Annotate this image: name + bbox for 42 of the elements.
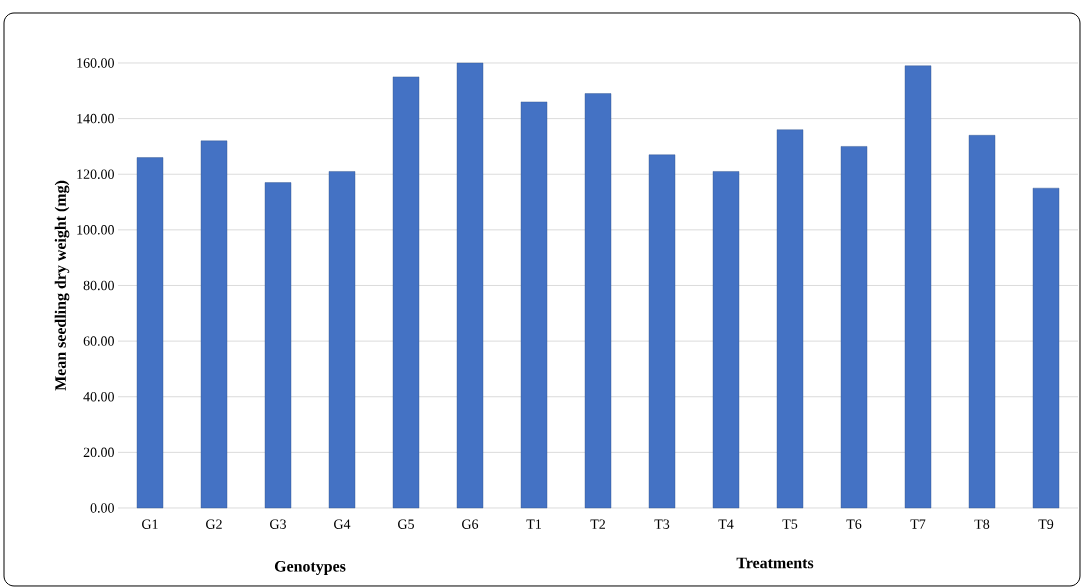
bar xyxy=(840,146,868,509)
y-tick-label: 60.00 xyxy=(83,336,114,346)
x-tick-label: T5 xyxy=(782,519,798,529)
x-tick-label: T8 xyxy=(974,519,990,529)
bar xyxy=(456,62,484,509)
y-tick-label: 80.00 xyxy=(83,280,114,291)
x-tick-label: T6 xyxy=(846,519,862,529)
bar xyxy=(648,154,676,509)
bar xyxy=(968,135,996,509)
x-tick-label: T4 xyxy=(718,519,734,529)
bar xyxy=(200,140,228,509)
y-tick-label: 120.00 xyxy=(77,169,114,179)
bar xyxy=(712,171,740,509)
x-tick-label: T1 xyxy=(526,519,541,529)
bar xyxy=(136,157,164,509)
y-tick-label: 20.00 xyxy=(83,447,114,458)
x-tick-label: G5 xyxy=(398,519,414,529)
y-tick-label: 0.00 xyxy=(90,503,114,513)
x-tick-label: T7 xyxy=(910,519,926,529)
bar xyxy=(264,182,292,509)
bar xyxy=(584,93,612,509)
x-tick-label: G4 xyxy=(334,519,351,529)
bar xyxy=(328,171,356,509)
text: Genotypes xyxy=(274,560,346,575)
bar xyxy=(904,65,932,509)
y-tick-label: 140.00 xyxy=(77,113,114,124)
x-tick-label: T2 xyxy=(590,519,605,529)
x-tick-label: G6 xyxy=(462,519,479,529)
x-tick-label: G3 xyxy=(270,519,286,529)
bar xyxy=(776,129,804,509)
text: Treatments xyxy=(736,557,814,569)
bar xyxy=(392,76,420,509)
bar xyxy=(1032,187,1060,509)
x-tick-label: G2 xyxy=(206,519,222,529)
y-tick-label: 160.00 xyxy=(77,58,114,68)
y-axis-title: Mean seedling dry weight (mg) xyxy=(54,180,70,391)
y-tick-label: 100.00 xyxy=(77,225,114,235)
x-tick-label: T9 xyxy=(1038,519,1054,529)
bar xyxy=(520,101,548,509)
x-tick-label: T3 xyxy=(654,519,670,529)
x-tick-label: G1 xyxy=(142,519,158,529)
y-tick-label: 40.00 xyxy=(83,391,114,402)
